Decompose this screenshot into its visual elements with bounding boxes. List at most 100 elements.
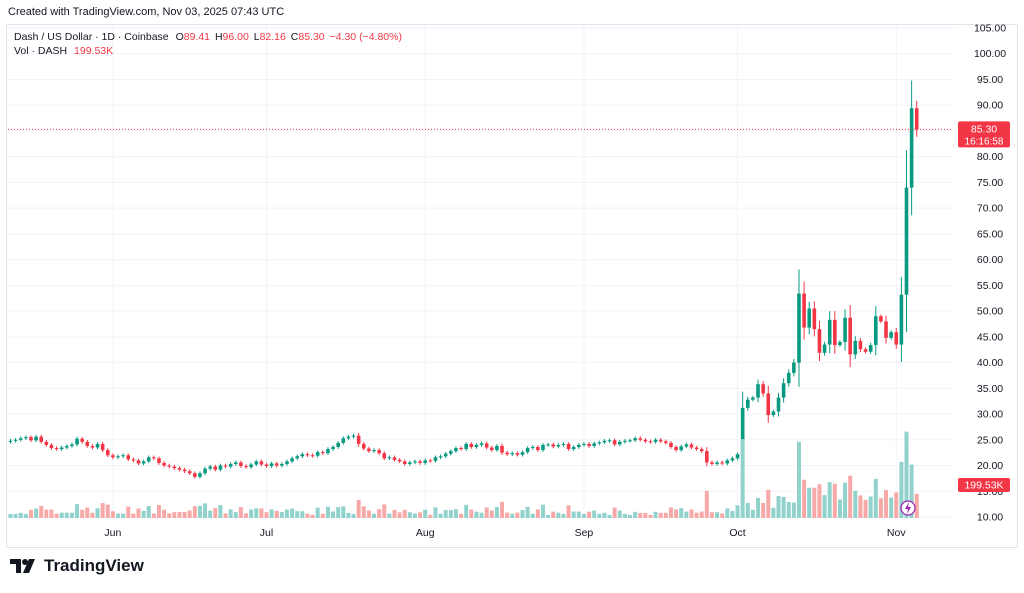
volume-bar [720,513,725,518]
volume-bar [28,509,33,518]
volume-bar [279,512,284,518]
candle [459,448,463,450]
volume-bar [23,513,28,518]
x-tick-label: Jun [104,527,121,539]
volume-bar [269,509,274,518]
volume-bar [602,512,607,518]
brand-name: TradingView [44,556,144,575]
volume-bar [361,506,366,518]
candle [249,464,253,468]
volume-bar [95,508,100,518]
candle [730,458,735,461]
candle [546,444,550,446]
volume-bar [607,514,612,518]
candle [838,341,842,346]
candle [582,443,586,445]
volume-bar [766,489,771,518]
candle [105,450,110,456]
volume-bar [868,496,873,518]
candle [428,460,433,462]
candle [177,468,182,470]
candle [684,444,689,447]
candle [413,461,417,463]
volume-bar [34,508,39,518]
high-label: H [214,31,223,43]
tradingview-logo[interactable]: TradingView [10,556,144,576]
volume-bar [100,503,105,518]
candle [873,316,878,346]
volume-tag [958,478,1010,492]
volume-bar [576,511,581,518]
volume-bar [64,512,69,518]
volume-bar [914,493,919,518]
candle [259,461,264,465]
candle [889,332,893,338]
volume-bar [116,513,121,518]
volume-bar [59,512,64,518]
symbol-title: Dash / US Dollar · 1D · Coinbase [14,31,169,43]
volume-bar [320,513,325,518]
volume-bar [843,482,848,518]
volume-bar [638,512,643,518]
volume-bar [300,511,305,518]
candle [146,457,151,462]
x-tick-label: Jul [260,527,273,539]
close-value: 85.30 [298,31,325,43]
volume-bar [238,507,243,518]
volume-bar [571,511,576,518]
volume-bar [167,513,172,518]
candle [65,445,69,448]
volume-bar [489,510,494,518]
candle [233,462,238,464]
candle [699,449,704,452]
candle [479,443,484,445]
volume-bar [812,487,817,518]
candle [75,438,79,445]
volume-bar [761,502,766,518]
candle [776,397,781,412]
candle [602,440,607,443]
volume-bar [494,506,499,518]
volume-bar [254,508,259,518]
candle [141,461,146,464]
volume-bar [443,510,448,518]
candle [474,444,479,447]
volume-bar [715,512,720,518]
candle [607,440,612,442]
volume-tag-text: 199.53K [964,480,1003,492]
open-value: 89.41 [183,31,211,43]
volume-bar [848,475,853,518]
volume-bar [776,496,781,518]
volume-bar [80,509,85,518]
volume-bar [259,508,264,518]
volume-bar [679,508,684,518]
volume-bar [899,461,904,518]
volume-bar [110,511,115,518]
candle [587,443,591,446]
candle [884,321,888,338]
candle [228,463,233,467]
candle [377,450,381,454]
volume-bar [674,509,679,518]
volume-bar [566,505,571,518]
candle [315,452,320,456]
lightning-icon-glyph [905,502,911,514]
candle [157,458,161,463]
change-value: −4.30 (−4.80%) [329,31,402,43]
candle [525,448,530,453]
candle [95,443,100,448]
candle [85,441,90,446]
candle [454,448,458,452]
candle [254,461,259,465]
volume-bar [213,508,218,518]
candle [571,446,576,450]
candle [321,452,325,454]
volume-bar [802,479,807,518]
candle [469,443,474,447]
volume-bar [182,511,187,518]
volume-bar [392,509,397,518]
candle [797,293,801,363]
candle [745,399,750,408]
candle [239,462,243,467]
